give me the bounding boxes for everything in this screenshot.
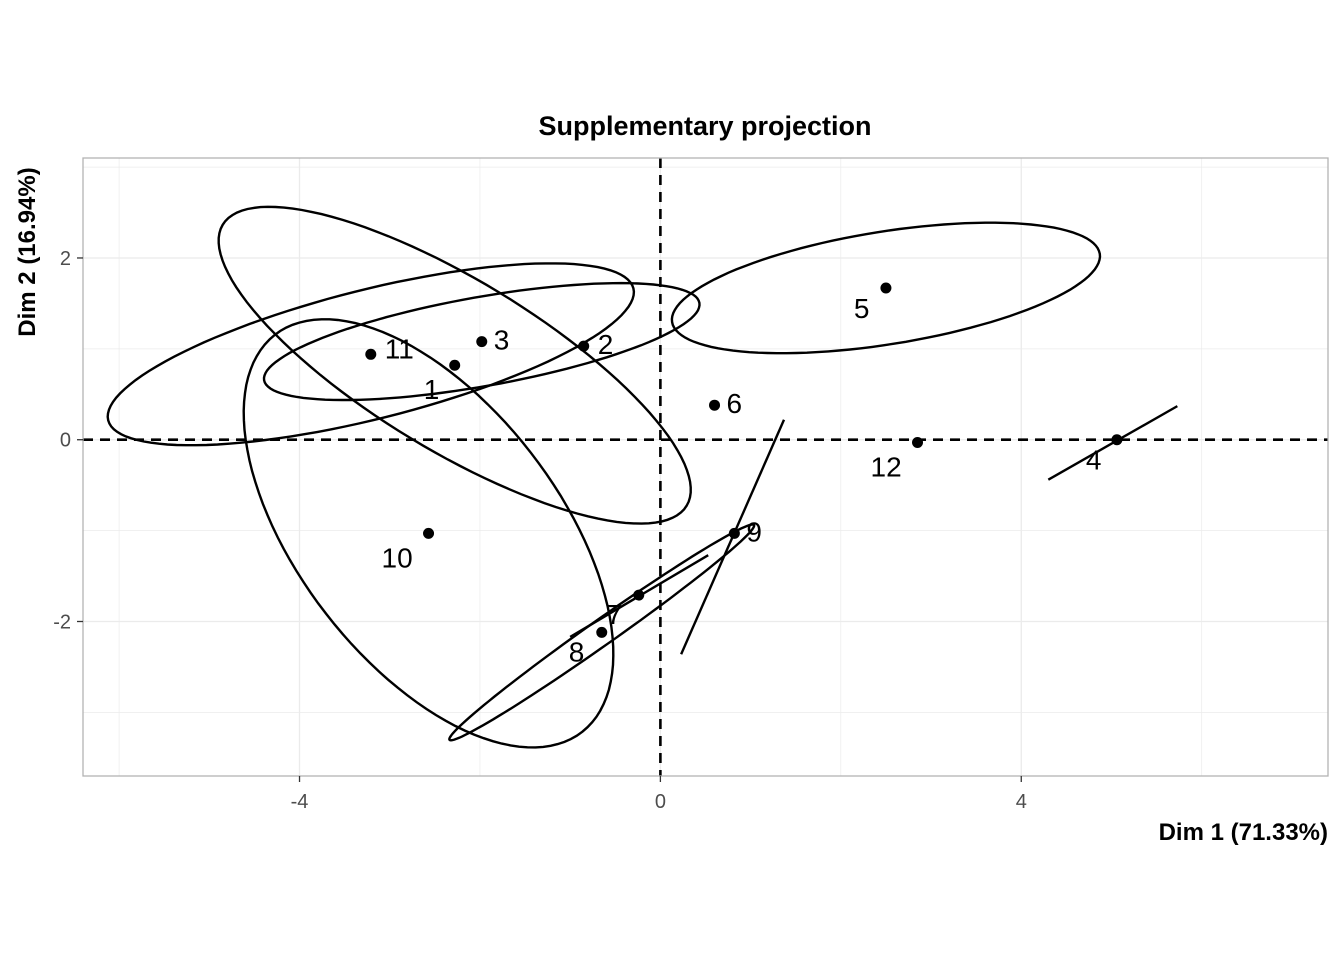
chart-title: Supplementary projection: [538, 111, 871, 141]
confidence-ellipse-11: [106, 262, 636, 447]
ellipses: [106, 205, 1102, 749]
y-axis-title: Dim 2 (16.94%): [14, 167, 41, 336]
data-point-4: [1111, 434, 1123, 446]
point-label-11: 11: [385, 333, 414, 364]
data-point-10: [423, 527, 435, 539]
axis-ticks: -4 0 4 -2 0 2: [53, 248, 1027, 813]
data-point-5: [880, 282, 892, 294]
data-point-2: [578, 340, 590, 352]
data-point-11: [365, 348, 377, 360]
point-label-2: 2: [598, 329, 614, 360]
data-point-9: [728, 527, 740, 539]
point-label-10: 10: [382, 542, 413, 573]
y-tick-label: -2: [53, 612, 71, 634]
point-label-9: 9: [746, 516, 762, 547]
plot-panel-border: [82, 157, 1329, 777]
data-point-6: [709, 399, 721, 411]
point-label-12: 12: [871, 451, 902, 482]
data-point-1: [449, 359, 461, 371]
confidence-ellipse-10: [242, 318, 615, 749]
data-point-7: [633, 589, 645, 601]
confidence-ellipse-3: [262, 281, 701, 402]
data-point-8: [596, 626, 608, 638]
x-axis-title: Dim 1 (71.33%): [1159, 819, 1328, 846]
x-tick-label: 4: [1016, 791, 1027, 813]
y-tick-label: 2: [60, 248, 71, 270]
point-label-7: 7: [607, 599, 623, 630]
points: [365, 282, 1123, 638]
point-label-3: 3: [494, 325, 510, 356]
confidence-ellipse-5: [670, 221, 1102, 355]
point-label-4: 4: [1086, 445, 1102, 476]
confidence-ellipse-7: [448, 523, 756, 742]
point-label-5: 5: [854, 293, 870, 324]
data-point-3: [476, 336, 488, 348]
confidence-ellipse-1: [217, 205, 692, 525]
data-point-12: [912, 436, 924, 448]
y-tick-label: 0: [60, 430, 71, 452]
point-label-8: 8: [569, 636, 585, 667]
point-label-6: 6: [727, 388, 743, 419]
x-tick-label: 0: [655, 791, 666, 813]
x-tick-label: -4: [291, 791, 309, 813]
point-label-1: 1: [424, 374, 440, 405]
